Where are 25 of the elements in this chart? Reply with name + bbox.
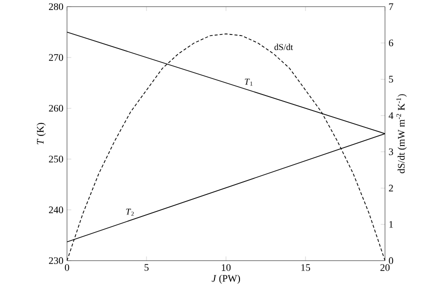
y-tick-label: 280 — [48, 3, 64, 10]
series-label: T$_{2}$ — [126, 208, 134, 216]
y2-tick-label: 5 — [389, 76, 394, 83]
y-tick-label: 240 — [48, 206, 64, 214]
series-label: dS/dt — [274, 44, 293, 50]
y2-tick-label: 4 — [388, 112, 394, 119]
y-tick-label: 230 — [48, 257, 64, 264]
y2-tick-label: 1 — [389, 221, 393, 228]
y2-tick-label: 0 — [388, 257, 394, 264]
x-tick-label: 15 — [301, 264, 310, 272]
x-tick-label: 10 — [222, 264, 231, 272]
series-label: T$_{1}$ — [244, 78, 252, 86]
y-tick-label: 250 — [48, 156, 64, 163]
x-tick-label: 5 — [144, 264, 149, 271]
y2-tick-label: 6 — [388, 40, 394, 46]
y-tick-label: 270 — [48, 54, 64, 61]
x-tick-label: 20 — [380, 264, 390, 272]
y2-tick-label: 7 — [389, 4, 394, 10]
y2-tick-label: 2 — [388, 184, 393, 192]
y-tick-label: 260 — [48, 105, 64, 112]
x-tick-label: 0 — [64, 264, 70, 272]
y2-axis-title: dS/dt (mW m$^{-2}$ K$^{-1}$) — [396, 94, 407, 174]
y2-tick-label: 3 — [389, 148, 394, 156]
y-axis-title: T (K) — [36, 123, 46, 144]
x-axis-title: J (PW) — [212, 274, 240, 284]
